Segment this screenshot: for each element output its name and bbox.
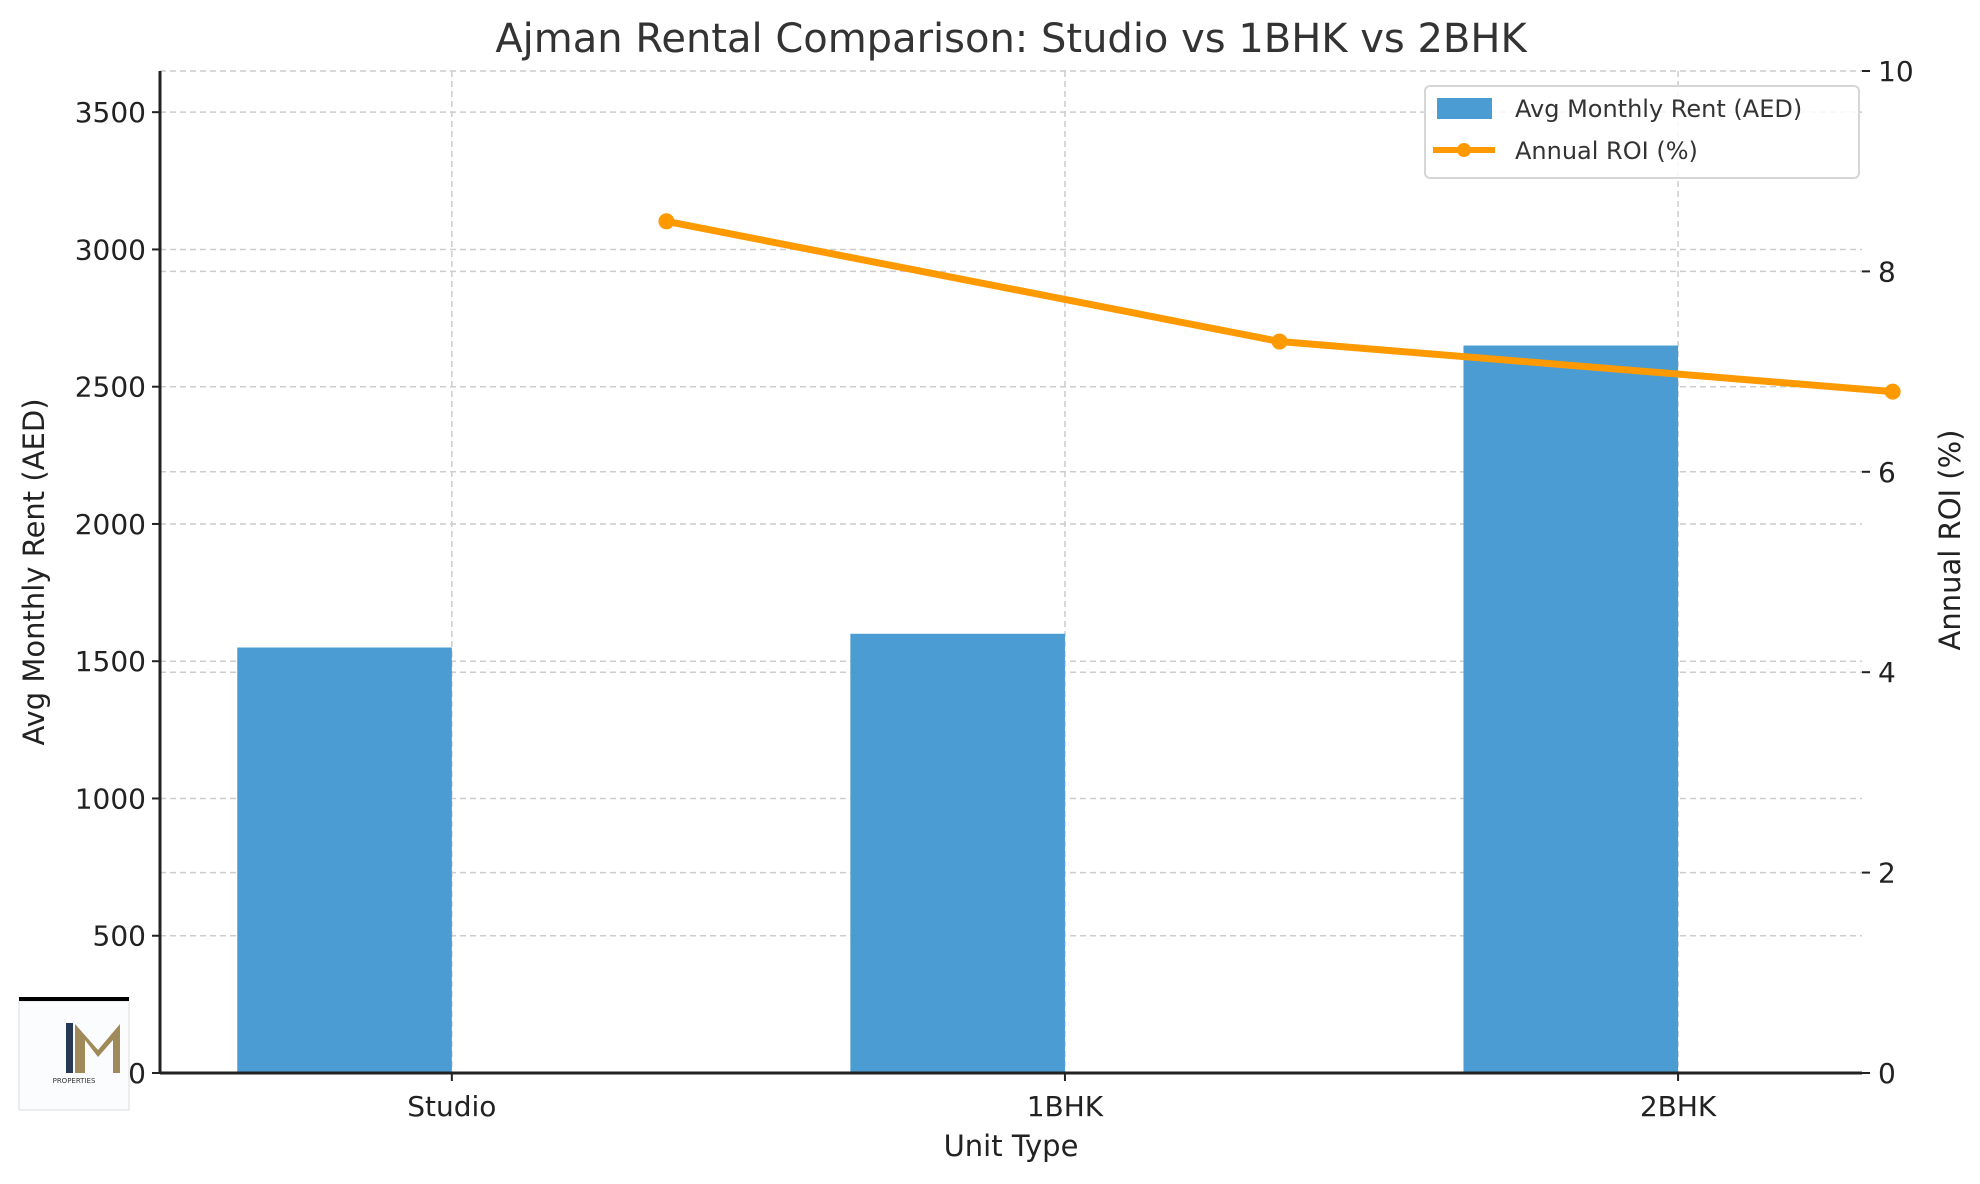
legend-box <box>1424 85 1860 179</box>
roi-polyline <box>665 217 1893 396</box>
x-tick-label: Studio <box>407 1090 496 1123</box>
y-tick-label: 1000 <box>75 782 146 815</box>
y2-tick-label: 10 <box>1878 55 1914 88</box>
y2-tick-label: 2 <box>1878 857 1896 890</box>
y-tick-label: 0 <box>128 1057 146 1090</box>
y-tick-label: 1500 <box>75 645 146 678</box>
y2-tick-label: 4 <box>1878 656 1896 689</box>
axes: 0 500 1000 1500 2000 2500 3000 3500 0 2 4 6 8 10 Studi… <box>75 55 1914 1123</box>
legend-bar-swatch <box>1437 98 1492 119</box>
y2-tick-label: 6 <box>1878 456 1896 489</box>
bar <box>850 633 1065 1073</box>
bar <box>237 647 452 1073</box>
legend: Avg Monthly Rent (AED) Annual ROI (%) <box>1424 85 1860 179</box>
y2-tick-label: 0 <box>1878 1057 1896 1090</box>
chart-title: Ajman Rental Comparison: Studio vs 1BHK … <box>495 16 1528 62</box>
x-tick-label: 1BHK <box>1027 1090 1104 1123</box>
legend-bar-label: Avg Monthly Rent (AED) <box>1515 95 1802 123</box>
roi-line <box>658 213 1901 400</box>
roi-point <box>658 213 675 230</box>
bars <box>237 345 1679 1074</box>
y-tick-label: 2000 <box>75 508 146 541</box>
y-tick-label: 3500 <box>75 96 146 129</box>
roi-point <box>1884 383 1901 400</box>
legend-line-label: Annual ROI (%) <box>1515 137 1698 165</box>
logo: PROPERTIES <box>18 997 130 1111</box>
y-tick-label: 3000 <box>75 233 146 266</box>
x-tick-label: 2BHK <box>1640 1090 1717 1123</box>
y2-axis-label: Annual ROI (%) <box>1933 430 1967 651</box>
roi-point <box>1271 333 1288 350</box>
x-axis-label: Unit Type <box>944 1129 1079 1163</box>
logo-text: PROPERTIES <box>53 1077 96 1085</box>
y-tick-label: 2500 <box>75 371 146 404</box>
legend-line-marker <box>1457 143 1471 157</box>
bar <box>1463 345 1679 1074</box>
y-tick-label: 500 <box>93 920 146 953</box>
y-axis-label: Avg Monthly Rent (AED) <box>17 398 51 745</box>
y2-tick-label: 8 <box>1878 255 1896 288</box>
